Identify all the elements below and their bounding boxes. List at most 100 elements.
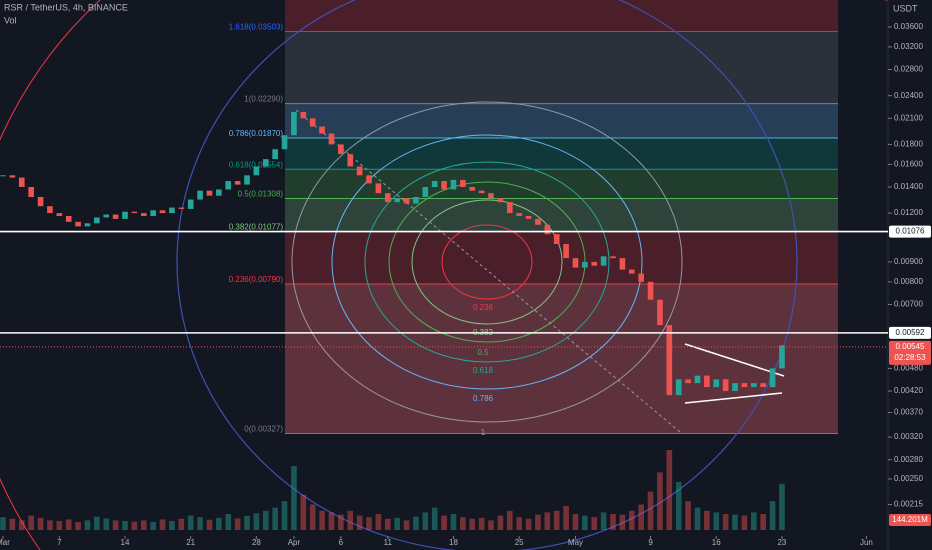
volume-bar bbox=[18, 520, 25, 530]
volume-bar bbox=[722, 514, 729, 530]
candle bbox=[347, 154, 354, 167]
candle bbox=[657, 299, 663, 326]
volume-bar bbox=[431, 507, 438, 530]
volume-bar bbox=[516, 517, 522, 530]
y-tick-label: 0.01800 bbox=[894, 140, 923, 149]
x-tick-label: Apr bbox=[288, 538, 301, 547]
volume-bar bbox=[281, 501, 288, 530]
marks bbox=[0, 111, 785, 530]
y-tick-label: 0.00480 bbox=[894, 364, 923, 373]
volume-bar bbox=[685, 501, 691, 530]
fib-band bbox=[285, 137, 838, 170]
volume-bar bbox=[544, 512, 551, 530]
volume-bar bbox=[366, 517, 372, 530]
circle-label: 0.618 bbox=[473, 366, 494, 375]
volume-bar bbox=[187, 515, 194, 530]
volume-bar bbox=[197, 517, 203, 530]
candle bbox=[122, 211, 128, 219]
volume-bar bbox=[169, 521, 175, 530]
candle bbox=[704, 375, 710, 388]
candle bbox=[356, 166, 363, 176]
candle bbox=[469, 186, 476, 191]
volume-bar bbox=[375, 514, 382, 530]
candle bbox=[244, 175, 250, 185]
candle bbox=[572, 258, 579, 268]
x-tick-label: 23 bbox=[777, 538, 786, 547]
volume-bar bbox=[403, 520, 410, 530]
volume-bar bbox=[647, 491, 654, 530]
candle bbox=[262, 159, 269, 167]
volume-label: 144.201M bbox=[892, 515, 928, 524]
volume-bar bbox=[300, 494, 307, 530]
candle bbox=[488, 193, 494, 199]
volume-bar bbox=[178, 518, 185, 530]
candle bbox=[37, 196, 44, 207]
candle bbox=[732, 383, 738, 392]
candle bbox=[694, 375, 701, 384]
volume-bar bbox=[244, 515, 250, 530]
circle bbox=[364, 161, 610, 363]
last-price-box bbox=[889, 340, 931, 365]
candle bbox=[431, 181, 438, 187]
y-tick-label: 0.00700 bbox=[894, 300, 923, 309]
candle bbox=[619, 258, 626, 270]
candle bbox=[722, 379, 729, 392]
volume-bar bbox=[582, 515, 588, 530]
candle bbox=[450, 179, 457, 190]
candle bbox=[0, 175, 6, 177]
volume-bar bbox=[460, 517, 466, 530]
y-tick-label: 0.00250 bbox=[894, 474, 923, 483]
candle bbox=[65, 215, 72, 222]
price-label: 0.01076 bbox=[896, 227, 925, 236]
volume-bar bbox=[0, 517, 6, 530]
y-tick-label: 0.01200 bbox=[894, 208, 923, 217]
candle bbox=[713, 379, 720, 388]
volume-bar bbox=[591, 517, 598, 530]
volume-bar bbox=[150, 522, 156, 530]
candle bbox=[178, 207, 185, 209]
candle bbox=[187, 199, 194, 209]
volume-bar bbox=[760, 514, 766, 530]
candle bbox=[281, 135, 288, 150]
candle bbox=[422, 186, 429, 197]
candle bbox=[760, 383, 766, 388]
candle bbox=[384, 193, 391, 203]
volume-bar bbox=[497, 515, 504, 530]
candle bbox=[103, 214, 110, 218]
volume-bar bbox=[103, 518, 110, 530]
candle bbox=[647, 281, 654, 300]
fib-label: 0.786(0.01870) bbox=[229, 129, 284, 138]
volume-bar bbox=[225, 514, 232, 530]
y-tick-label: 0.03200 bbox=[894, 42, 923, 51]
volume-bar bbox=[525, 518, 532, 530]
volume-bar bbox=[535, 514, 541, 530]
volume-bar bbox=[713, 512, 720, 530]
candle bbox=[131, 211, 138, 214]
y-tick-label: 0.00320 bbox=[894, 432, 923, 441]
volume-bar bbox=[112, 520, 119, 530]
candle bbox=[779, 345, 785, 369]
x-tick-label: 14 bbox=[121, 538, 130, 547]
volume-bar bbox=[675, 482, 682, 530]
circle-label: 0.5 bbox=[477, 348, 489, 357]
price-label: 0.00592 bbox=[896, 328, 925, 337]
volume-bar bbox=[779, 483, 785, 530]
x-tick-label: May bbox=[568, 538, 583, 547]
fib-band bbox=[285, 169, 838, 199]
volume-bar bbox=[553, 510, 560, 530]
y-tick-label: 0.02400 bbox=[894, 91, 923, 100]
chart-title: RSR / TetherUS, 4h, BINANCE bbox=[4, 2, 128, 12]
y-tick-label: 0.00370 bbox=[894, 408, 923, 417]
volume-bar bbox=[272, 507, 278, 530]
x-tick-label: 28 bbox=[252, 538, 261, 547]
candle bbox=[525, 215, 532, 219]
fib-label: 0.618(0.01554) bbox=[229, 160, 284, 169]
volume-bar bbox=[628, 510, 635, 530]
axis-unit: USDT bbox=[893, 3, 918, 13]
volume-bar bbox=[694, 507, 701, 530]
x-tick-label: 21 bbox=[186, 538, 195, 547]
volume-bar bbox=[506, 510, 513, 530]
circle bbox=[411, 199, 563, 325]
circle bbox=[441, 224, 533, 300]
